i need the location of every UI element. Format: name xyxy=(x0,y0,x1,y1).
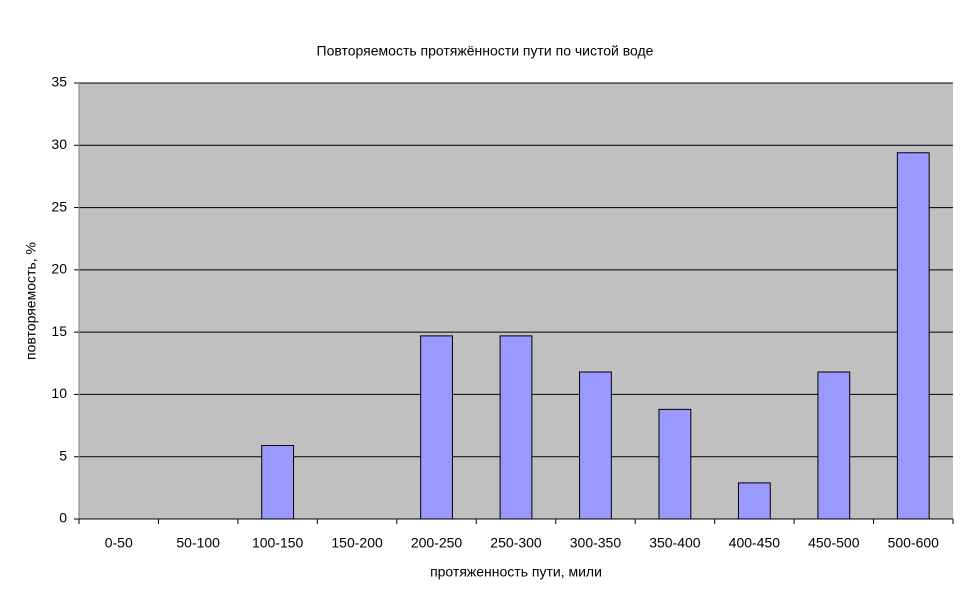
x-tick-label: 50-100 xyxy=(176,535,220,551)
chart-title: Повторяемость протяжённости пути по чист… xyxy=(317,43,654,59)
y-tick-label: 35 xyxy=(51,74,67,90)
y-tick-label: 15 xyxy=(51,323,67,339)
y-tick-label: 20 xyxy=(51,261,67,277)
x-tick-label: 500-600 xyxy=(888,535,940,551)
bar xyxy=(579,371,612,520)
bar xyxy=(737,482,771,520)
y-tick-label: 10 xyxy=(51,385,67,401)
bar xyxy=(261,445,295,520)
x-axis-label: протяженность пути, мили xyxy=(430,564,602,580)
y-tick-label: 0 xyxy=(59,510,67,526)
x-tick-label: 0-50 xyxy=(105,535,133,551)
y-axis-label: повторяемость, % xyxy=(23,242,39,360)
x-tick-label: 250-300 xyxy=(490,535,542,551)
x-tick-label: 400-450 xyxy=(729,535,781,551)
bar xyxy=(499,335,533,520)
bar xyxy=(896,152,930,520)
x-tick-label: 350-400 xyxy=(649,535,701,551)
bar xyxy=(420,335,453,520)
bar xyxy=(658,408,692,520)
x-tick-label: 150-200 xyxy=(331,535,383,551)
y-tick-label: 25 xyxy=(51,198,67,214)
x-tick-label: 450-500 xyxy=(808,535,860,551)
x-tick-label: 200-250 xyxy=(411,535,463,551)
y-tick-label: 5 xyxy=(59,447,67,463)
y-tick-label: 30 xyxy=(51,136,67,152)
bar xyxy=(817,371,851,520)
x-tick-label: 300-350 xyxy=(570,535,622,551)
x-tick-label: 100-150 xyxy=(252,535,304,551)
